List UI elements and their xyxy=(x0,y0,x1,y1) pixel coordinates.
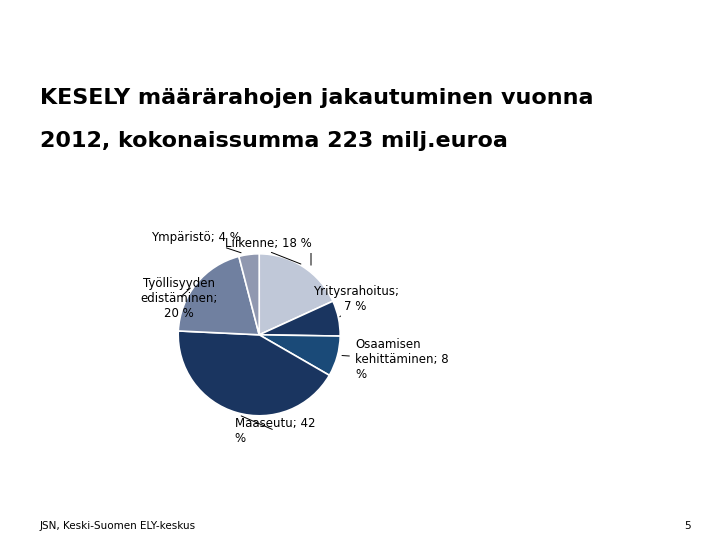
Wedge shape xyxy=(179,331,329,416)
Text: Ympäristö; 4 %: Ympäristö; 4 % xyxy=(150,231,241,253)
Text: Osaamisen
kehittäminen; 8
%: Osaamisen kehittäminen; 8 % xyxy=(342,338,449,381)
Wedge shape xyxy=(179,256,259,335)
Wedge shape xyxy=(239,254,259,335)
Text: Liikenne; 18 %
|: Liikenne; 18 % | xyxy=(225,238,312,265)
Text: Maaseutu; 42
%: Maaseutu; 42 % xyxy=(235,416,315,444)
Text: Työllisyyden
edistäminen;
20 %: Työllisyyden edistäminen; 20 % xyxy=(140,276,218,320)
Text: Yritysrahoitus;
7 %: Yritysrahoitus; 7 % xyxy=(312,285,399,317)
Wedge shape xyxy=(259,301,340,336)
Text: 5: 5 xyxy=(685,521,691,531)
Text: 2012, kokonaissumma 223 milj.euroa: 2012, kokonaissumma 223 milj.euroa xyxy=(40,131,508,151)
Text: JSN, Keski-Suomen ELY-keskus: JSN, Keski-Suomen ELY-keskus xyxy=(40,521,196,531)
Wedge shape xyxy=(259,335,340,375)
Text: KESELY määrärahojen jakautuminen vuonna: KESELY määrärahojen jakautuminen vuonna xyxy=(40,88,593,108)
Wedge shape xyxy=(259,254,333,335)
